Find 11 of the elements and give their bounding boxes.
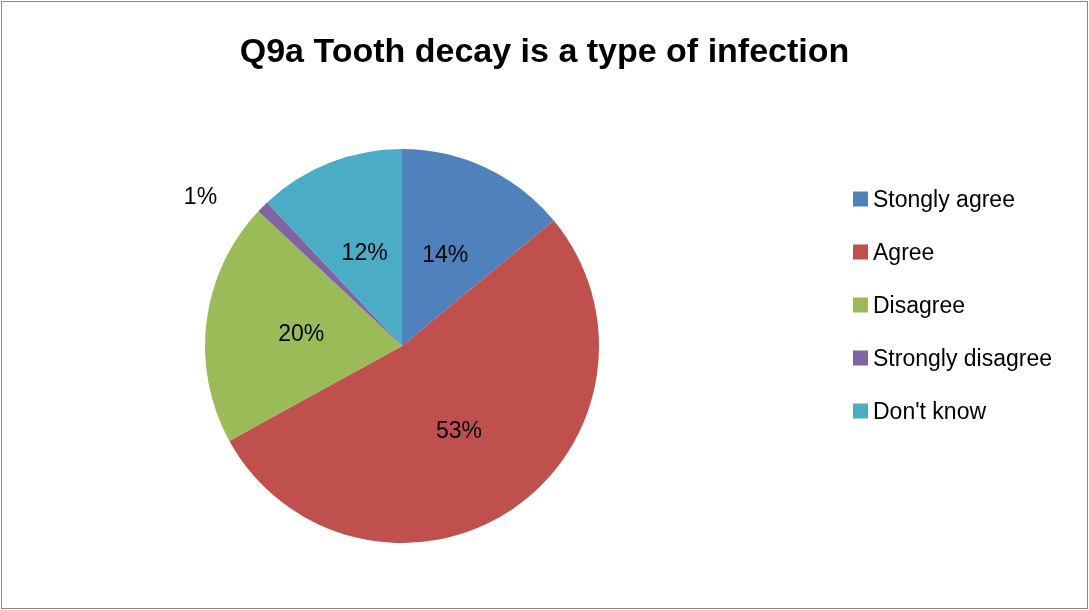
data-label: 1% xyxy=(183,183,218,210)
legend-label: Stongly agree xyxy=(873,186,1015,212)
legend-label: Don't know xyxy=(873,398,987,424)
legend-label: Disagree xyxy=(873,292,966,318)
chart-title: Q9a Tooth decay is a type of infection xyxy=(239,31,850,69)
legend-label: Strongly disagree xyxy=(873,345,1053,371)
legend-label: Agree xyxy=(873,239,935,265)
data-label: 53% xyxy=(436,416,483,443)
data-label: 14% xyxy=(422,241,469,268)
data-label: 12% xyxy=(341,238,388,265)
data-label: 20% xyxy=(278,320,325,347)
